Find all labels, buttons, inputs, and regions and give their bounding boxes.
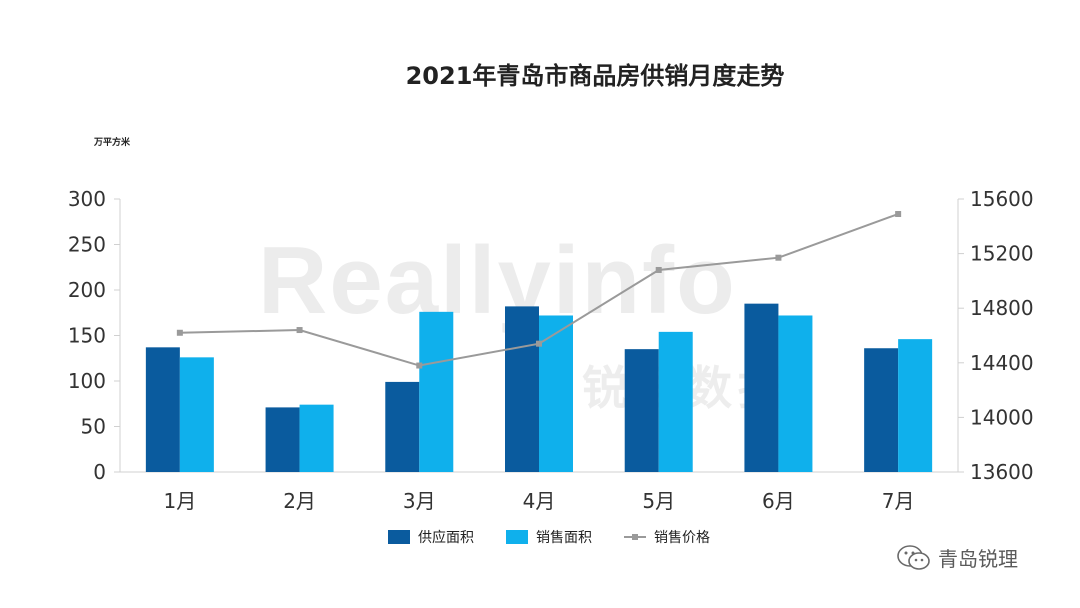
y-right-tick-label: 14800	[970, 296, 1034, 320]
price-point	[655, 266, 662, 273]
wechat-icon	[897, 544, 930, 570]
watermark: Reallyinfo	[258, 227, 737, 334]
bar-sales	[539, 315, 573, 472]
bar-sales	[658, 331, 693, 472]
x-tick-label: 3月	[403, 489, 436, 513]
legend-label-supply: 供应面积	[418, 530, 474, 546]
price-point	[416, 362, 423, 369]
y-left-tick-label: 50	[81, 415, 106, 439]
legend-swatch-supply	[388, 530, 410, 544]
y-left-tick-label: 300	[68, 187, 106, 211]
bar-supply	[385, 381, 420, 472]
price-point	[176, 329, 183, 336]
x-tick-label: 6月	[762, 489, 795, 513]
x-tick-label: 7月	[882, 489, 915, 513]
legend-label-price: 销售价格	[654, 530, 710, 546]
y-left-tick-label: 250	[68, 233, 106, 257]
y-right-tick-label: 13600	[970, 460, 1034, 484]
bar-sales	[179, 357, 214, 472]
x-tick-label: 4月	[523, 489, 556, 513]
y-left-tick-label: 150	[68, 324, 106, 348]
y-right-tick-label: 15200	[970, 242, 1034, 266]
legend-item-supply: 供应面积	[388, 527, 474, 547]
bar-sales	[778, 315, 813, 472]
bar-supply	[145, 347, 180, 472]
price-point	[536, 340, 542, 347]
y-left-tick-label: 100	[68, 369, 106, 393]
y-right-tick-label: 14000	[970, 405, 1034, 429]
price-point	[895, 211, 902, 218]
bar-sales	[299, 404, 334, 472]
x-tick-label: 2月	[283, 489, 316, 513]
legend-item-sales: 销售面积	[506, 527, 592, 547]
price-point	[775, 254, 782, 261]
bar-supply	[505, 306, 539, 472]
bar-supply	[265, 407, 300, 472]
legend: 供应面积 销售面积 销售价格	[388, 527, 742, 547]
legend-item-price: 销售价格	[624, 527, 710, 547]
y-right-tick-label: 15600	[970, 187, 1034, 211]
price-point	[296, 327, 303, 334]
brand-name: 青岛锐理	[938, 547, 1018, 571]
chart-title: 2021年青岛市商品房供销月度走势	[405, 62, 785, 90]
bar-sales	[419, 311, 454, 472]
x-tick-label: 5月	[642, 489, 675, 513]
legend-label-sales: 销售面积	[536, 530, 592, 546]
y-axis-unit: 万平方米	[94, 138, 131, 148]
legend-swatch-price	[624, 530, 646, 544]
y-right-tick-label: 14400	[970, 351, 1034, 375]
bar-supply	[744, 303, 779, 472]
y-left-tick-label: 0	[93, 460, 106, 484]
bar-supply	[864, 348, 899, 472]
bar-supply	[624, 349, 659, 472]
legend-swatch-sales	[506, 530, 528, 544]
y-left-tick-label: 200	[68, 278, 106, 302]
brand-badge: 青岛锐理	[896, 543, 1018, 572]
bar-sales	[898, 339, 933, 472]
x-tick-label: 1月	[163, 489, 196, 513]
